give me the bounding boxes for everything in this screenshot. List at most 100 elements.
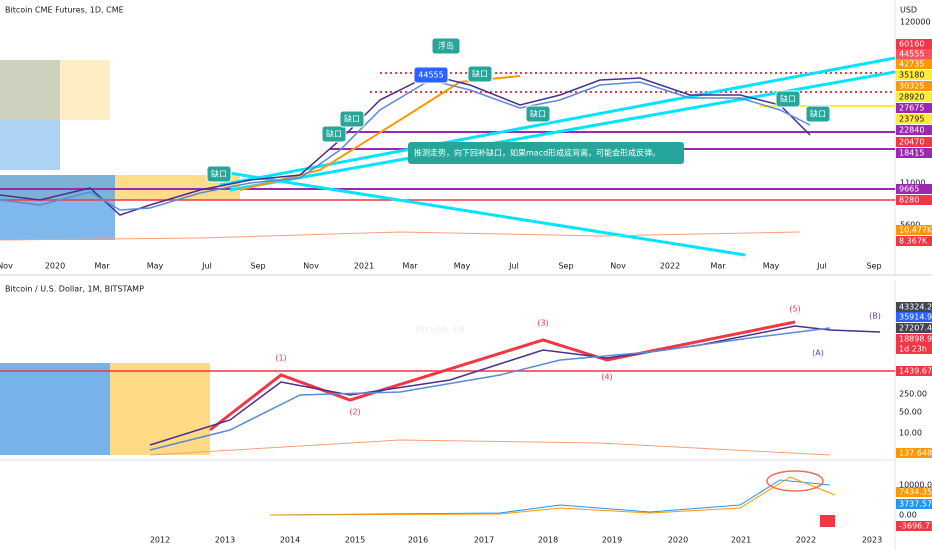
price-label: 43324.28	[899, 303, 932, 312]
price-label: 1d 23h	[899, 345, 927, 354]
x-axis-label: Sep	[558, 262, 573, 271]
price-label: 27207.40	[899, 324, 932, 333]
x-axis-label: Sep	[250, 262, 265, 271]
x-axis-label: Nov	[0, 262, 13, 271]
x-axis-label: Nov	[610, 262, 626, 271]
wave-label: (3)	[537, 319, 548, 328]
annotation: 缺口	[810, 109, 826, 119]
price-label: 20470	[899, 138, 924, 147]
wave-label: (2)	[349, 408, 360, 417]
price-label-bg	[896, 103, 932, 113]
annotation: 44555	[418, 71, 443, 80]
x-axis-label: 2020	[45, 262, 65, 271]
price-label-bg	[896, 39, 932, 49]
price-label-bg	[896, 225, 932, 235]
price-label: 30325	[899, 82, 924, 91]
x-axis-label: 2013	[215, 536, 235, 545]
currency: USD	[900, 6, 917, 15]
price-label: 3737.57	[899, 500, 932, 509]
annotation-box	[413, 66, 449, 84]
price-label-bg	[896, 70, 932, 80]
price-label-bg	[896, 312, 932, 322]
wave-label: (4)	[601, 373, 612, 382]
price-label-bg	[896, 137, 932, 147]
price-label: 8.367K	[899, 237, 928, 246]
y-axis-label: 0.00	[899, 511, 917, 520]
y-axis-label: 11000	[900, 179, 925, 188]
top-decor	[0, 0, 932, 276]
price-label: 35180	[899, 71, 924, 80]
price-label-bg	[896, 344, 932, 354]
x-axis-label: 2020	[668, 536, 688, 545]
price-label-bg	[896, 114, 932, 124]
price-label: 35914.95	[899, 313, 932, 322]
x-axis-label: 2015	[345, 536, 365, 545]
annotation-box	[206, 165, 232, 183]
annotation-box	[339, 110, 365, 128]
y-axis-label: 120000	[900, 18, 931, 27]
watermark: BTCUSD, 1M	[415, 326, 465, 335]
price-label-bg	[896, 366, 932, 376]
annotation: 缺口	[326, 129, 342, 139]
price-label-bg	[896, 487, 932, 497]
y-axis-label: 250.00	[899, 390, 927, 399]
x-axis-label: Jul	[201, 262, 212, 271]
price-label: 1439.67	[899, 367, 932, 376]
x-axis-label: Sep	[866, 262, 881, 271]
x-axis-label: Mar	[94, 262, 110, 271]
annotation: 缺口	[472, 69, 488, 79]
note: 推测走势，向下回补缺口，如果macd形成底背离，可能会形成反弹。	[414, 148, 660, 158]
price-label: 18898.95	[899, 335, 932, 344]
annotation: 浮岛	[438, 41, 454, 51]
wave-label: (5)	[789, 305, 800, 314]
price-label: 28920	[899, 93, 924, 102]
x-axis-label: May	[147, 262, 164, 271]
x-axis-label: 2019	[602, 536, 622, 545]
price-label: 137.648K	[899, 449, 932, 458]
annotation-box	[321, 125, 347, 143]
price-label: 7434.35	[899, 488, 932, 497]
price-label: -3696.77	[899, 522, 932, 531]
y-axis-label: 10000.00	[899, 481, 932, 490]
price-label: 42735	[899, 60, 924, 69]
x-axis-label: Jul	[508, 262, 519, 271]
price-label: 60160	[899, 40, 924, 49]
annotation: 缺口	[530, 109, 546, 119]
bottom-decor	[0, 280, 896, 550]
price-label: 22840	[899, 126, 924, 135]
x-axis-label: 2021	[354, 262, 374, 271]
price-label-bg	[896, 195, 932, 205]
x-axis-label: May	[454, 262, 471, 271]
y-axis-label: 50.00	[899, 408, 922, 417]
annotation: 缺口	[344, 114, 360, 124]
y-axis-label: 10.00	[899, 429, 922, 438]
price-label-bg	[896, 59, 932, 69]
wave-label: (1)	[275, 354, 286, 363]
price-label-bg	[896, 334, 932, 344]
price-label: 18415	[899, 149, 924, 158]
annotation-box	[805, 105, 831, 123]
price-label: 9665	[899, 185, 919, 194]
annotation: 缺口	[780, 94, 796, 104]
price-label-bg	[896, 49, 932, 59]
price-label: 10.477K	[899, 226, 932, 235]
wave-label: (B)	[869, 312, 881, 321]
price-label-bg	[896, 323, 932, 333]
x-axis-label: 2012	[150, 536, 170, 545]
price-label-bg	[896, 302, 932, 312]
x-axis-label: 2022	[796, 536, 816, 545]
price-label-bg	[896, 521, 932, 531]
price-label-bg	[896, 92, 932, 102]
panel-title: Bitcoin CME Futures, 1D, CME	[5, 6, 124, 15]
x-axis-label: 2021	[731, 536, 751, 545]
price-label-bg	[896, 448, 932, 458]
x-axis-label: 2023	[862, 536, 882, 545]
price-label-bg	[896, 125, 932, 135]
price-label: 44555	[899, 50, 924, 59]
annotation-box	[431, 37, 461, 55]
x-axis-label: Mar	[710, 262, 726, 271]
x-axis-label: 2022	[660, 262, 680, 271]
x-axis-label: Jul	[816, 262, 827, 271]
price-label-bg	[896, 148, 932, 158]
price-label-bg	[896, 184, 932, 194]
